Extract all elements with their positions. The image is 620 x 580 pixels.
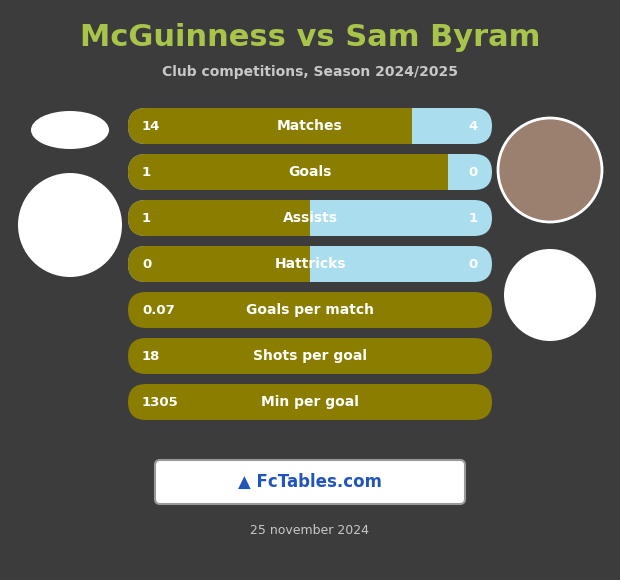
Text: Assists: Assists	[283, 211, 337, 225]
Text: 18: 18	[142, 350, 161, 362]
Text: 1: 1	[469, 212, 478, 224]
FancyBboxPatch shape	[128, 384, 492, 420]
FancyBboxPatch shape	[128, 292, 492, 328]
Bar	[310, 246, 330, 282]
Circle shape	[504, 249, 596, 341]
FancyBboxPatch shape	[128, 154, 466, 190]
Circle shape	[18, 173, 122, 277]
FancyBboxPatch shape	[128, 246, 328, 282]
FancyBboxPatch shape	[128, 246, 492, 282]
Text: 0: 0	[469, 165, 478, 179]
Text: McGuinness vs Sam Byram: McGuinness vs Sam Byram	[80, 24, 540, 53]
Bar	[448, 154, 468, 190]
FancyBboxPatch shape	[155, 460, 465, 504]
Text: Matches: Matches	[277, 119, 343, 133]
Text: 0: 0	[469, 258, 478, 270]
Circle shape	[498, 118, 602, 222]
Text: ▲ FcTables.com: ▲ FcTables.com	[238, 473, 382, 491]
Text: Goals: Goals	[288, 165, 332, 179]
FancyBboxPatch shape	[128, 338, 492, 374]
Ellipse shape	[31, 111, 109, 149]
Text: 1: 1	[142, 212, 151, 224]
Text: Min per goal: Min per goal	[261, 395, 359, 409]
Text: 0: 0	[142, 258, 151, 270]
Bar	[310, 200, 330, 236]
Text: Club competitions, Season 2024/2025: Club competitions, Season 2024/2025	[162, 65, 458, 79]
Text: Hattricks: Hattricks	[274, 257, 346, 271]
Text: 1: 1	[142, 165, 151, 179]
Text: 0.07: 0.07	[142, 303, 175, 317]
Text: Goals per match: Goals per match	[246, 303, 374, 317]
FancyBboxPatch shape	[128, 154, 492, 190]
Text: Shots per goal: Shots per goal	[253, 349, 367, 363]
FancyBboxPatch shape	[128, 108, 492, 144]
FancyBboxPatch shape	[128, 200, 328, 236]
Text: 4: 4	[469, 119, 478, 132]
Bar	[412, 108, 432, 144]
Text: 1305: 1305	[142, 396, 179, 408]
FancyBboxPatch shape	[128, 108, 430, 144]
Text: 14: 14	[142, 119, 161, 132]
Text: 25 november 2024: 25 november 2024	[250, 524, 370, 536]
FancyBboxPatch shape	[128, 200, 492, 236]
